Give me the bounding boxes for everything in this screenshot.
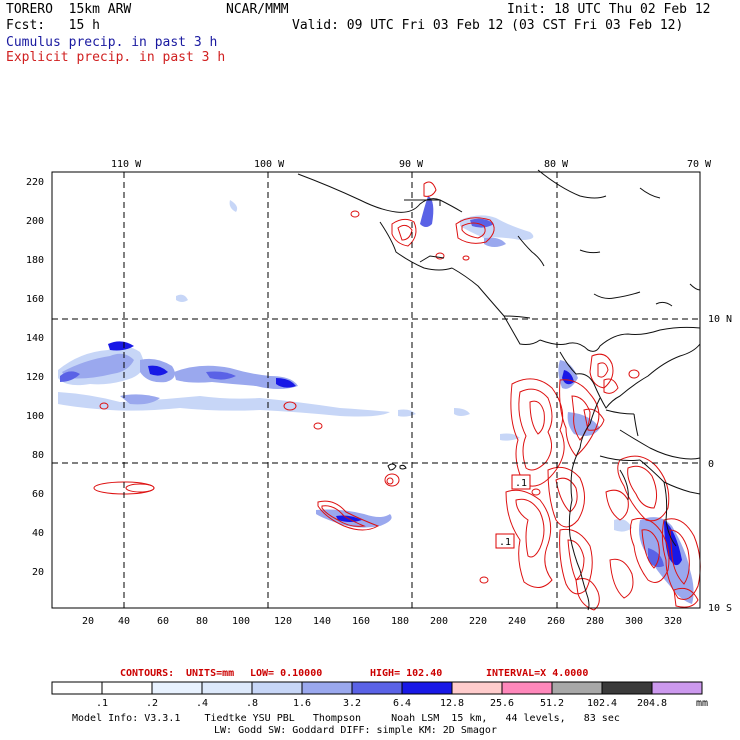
x-tick: 80 xyxy=(196,616,208,627)
lat-lon-gridlines xyxy=(52,172,700,608)
contours-high: HIGH= 102.40 xyxy=(370,668,442,679)
x-tick: 180 xyxy=(391,616,409,627)
x-tick: 200 xyxy=(430,616,448,627)
contours-label: CONTOURS: xyxy=(120,668,174,679)
color-legend xyxy=(51,681,703,695)
x-tick: 140 xyxy=(313,616,331,627)
coastlines xyxy=(297,169,701,611)
legend-swatch xyxy=(351,681,403,695)
contour-box-label-1: .1 xyxy=(511,474,531,490)
contours-low: LOW= 0.10000 xyxy=(250,668,322,679)
legend-tick-label: .1 xyxy=(96,698,108,709)
y-tick: 80 xyxy=(32,450,44,461)
lat-label-0: 0 xyxy=(708,459,714,470)
color-legend-labels: .1 .2 .4 .8 1.6 3.2 6.4 12.8 25.6 51.2 102.4 204.8 xyxy=(96,698,667,709)
y-tick: 180 xyxy=(26,255,44,266)
box-label-2: .1 xyxy=(499,537,511,548)
model-title: TORERO 15km ARW xyxy=(6,2,132,17)
contour-info: CONTOURS: UNITS=mm LOW= 0.10000 HIGH= 10… xyxy=(120,668,588,679)
legend-tick-label: 204.8 xyxy=(637,698,667,709)
legend-tick-label: 102.4 xyxy=(587,698,617,709)
legend-tick-label: 51.2 xyxy=(540,698,564,709)
y-tick: 160 xyxy=(26,294,44,305)
y-tick: 120 xyxy=(26,372,44,383)
legend-tick-label: 12.8 xyxy=(440,698,464,709)
box-label-1: .1 xyxy=(515,478,527,489)
legend-unit: mm xyxy=(696,698,708,709)
legend-swatch xyxy=(251,681,303,695)
contours-units: UNITS=mm xyxy=(186,668,234,679)
lon-label-100w: 100 W xyxy=(254,159,285,170)
legend-swatch xyxy=(151,681,203,695)
center-label: NCAR/MMM xyxy=(226,2,289,17)
x-tick: 40 xyxy=(118,616,130,627)
y-tick: 140 xyxy=(26,333,44,344)
legend-tick-label: .4 xyxy=(196,698,208,709)
legend-tick-label: 1.6 xyxy=(293,698,311,709)
y-tick: 220 xyxy=(26,177,44,188)
y-tick: 60 xyxy=(32,489,44,500)
cumulus-label: Cumulus precip. in past 3 h xyxy=(6,35,218,50)
y-tick-labels: 220 200 180 160 140 120 100 80 60 40 20 xyxy=(26,177,44,578)
map-frame xyxy=(51,171,701,609)
explicit-label: Explicit precip. in past 3 h xyxy=(6,50,226,65)
cumulus-precip-shading xyxy=(58,196,694,604)
x-tick: 100 xyxy=(232,616,250,627)
x-tick-labels: 20 40 60 80 100 120 140 160 180 200 220 … xyxy=(82,616,682,627)
legend-swatch xyxy=(551,681,603,695)
legend-swatch xyxy=(301,681,353,695)
y-tick: 40 xyxy=(32,528,44,539)
y-tick: 100 xyxy=(26,411,44,422)
legend-tick-label: 6.4 xyxy=(393,698,411,709)
x-tick: 240 xyxy=(508,616,526,627)
lon-label-90w: 90 W xyxy=(399,159,424,170)
contours-interval: INTERVAL=X 4.0000 xyxy=(486,668,588,679)
x-tick: 320 xyxy=(664,616,682,627)
legend-swatch xyxy=(51,681,103,695)
x-tick: 260 xyxy=(547,616,565,627)
init-time: Init: 18 UTC Thu 02 Feb 12 xyxy=(507,2,711,17)
legend-swatch xyxy=(601,681,653,695)
x-tick: 120 xyxy=(274,616,292,627)
model-info: Model Info: V3.3.1 Tiedtke YSU PBL Thomp… xyxy=(72,713,620,724)
x-tick: 300 xyxy=(625,616,643,627)
legend-swatch xyxy=(501,681,553,695)
x-tick: 220 xyxy=(469,616,487,627)
x-tick: 60 xyxy=(157,616,169,627)
legend-tick-label: 3.2 xyxy=(343,698,361,709)
legend-tick-label: .8 xyxy=(246,698,258,709)
physics-info: LW: Godd SW: Goddard DIFF: simple KM: 2D… xyxy=(214,725,497,736)
legend-swatch xyxy=(101,681,153,695)
lat-label-10n: 10 N xyxy=(708,314,732,325)
forecast-hour: Fcst: 15 h xyxy=(6,18,100,33)
lon-label-70w: 70 W xyxy=(687,159,712,170)
legend-swatch xyxy=(451,681,503,695)
x-tick: 280 xyxy=(586,616,604,627)
x-tick: 20 xyxy=(82,616,94,627)
explicit-precip-contours xyxy=(93,181,701,611)
legend-swatch xyxy=(201,681,253,695)
legend-tick-label: 25.6 xyxy=(490,698,514,709)
valid-time: Valid: 09 UTC Fri 03 Feb 12 (03 CST Fri … xyxy=(292,18,684,33)
legend-swatch xyxy=(401,681,453,695)
y-tick: 200 xyxy=(26,216,44,227)
contour-box-label-2: .1 xyxy=(495,533,515,549)
lat-label-10s: 10 S xyxy=(708,603,732,614)
legend-swatch xyxy=(651,681,703,695)
lon-label-80w: 80 W xyxy=(544,159,569,170)
legend-tick-label: .2 xyxy=(146,698,158,709)
lon-label-110w: 110 W xyxy=(111,159,142,170)
x-tick: 160 xyxy=(352,616,370,627)
y-tick: 20 xyxy=(32,567,44,578)
